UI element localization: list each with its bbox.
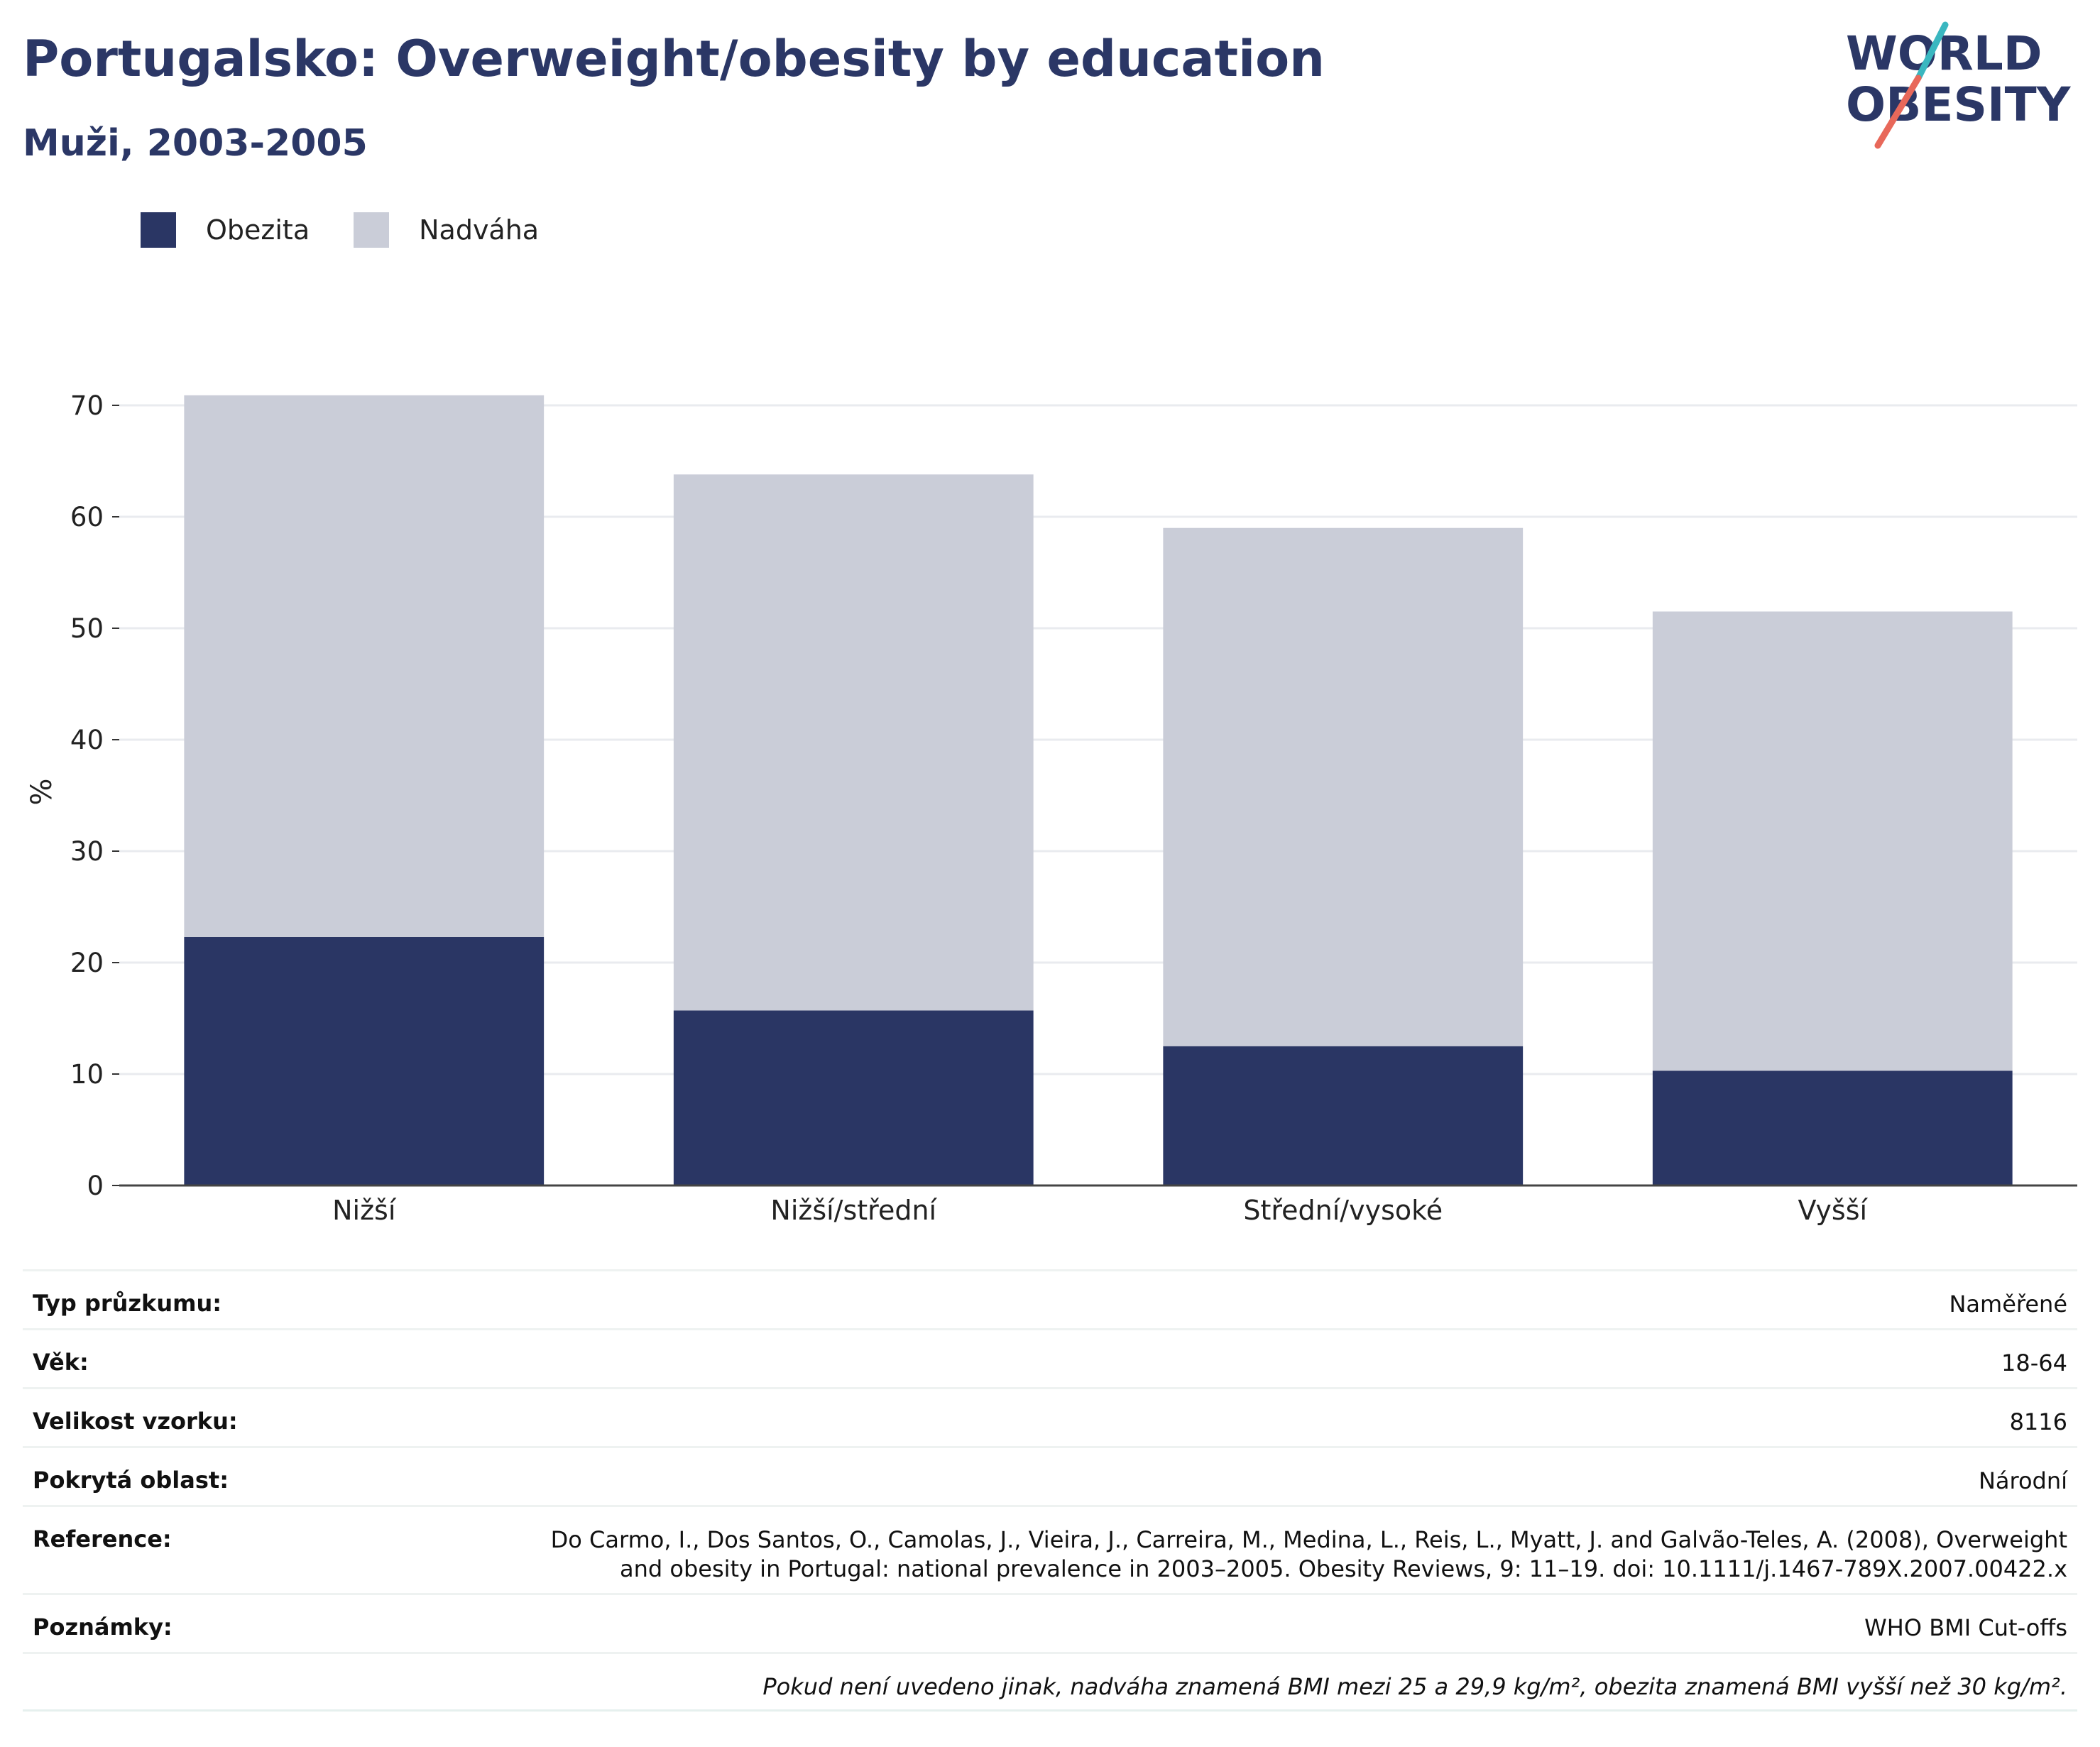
legend-item-obezita[interactable]: Obezita	[141, 212, 310, 248]
info-value-survey-type: Naměřené	[1949, 1291, 2067, 1318]
y-tick-label: 50	[70, 613, 104, 644]
bar-nadvaha-3[interactable]	[1652, 611, 2013, 1071]
info-row-age: Věk: 18-64	[23, 1328, 2077, 1387]
y-axis-ticks: 0 10 20 30 40 50 60 70	[70, 390, 119, 1201]
y-tick-label: 70	[70, 390, 104, 421]
info-value-notes: WHO BMI Cut-offs	[1864, 1614, 2067, 1641]
y-tick-label: 40	[70, 725, 104, 755]
info-row-area: Pokrytá oblast: Národní	[23, 1446, 2077, 1505]
logo-line2: OBESITY	[1846, 77, 2072, 132]
bar-nadvaha-2[interactable]	[1163, 527, 1524, 1046]
footnote: Pokud není uvedeno jinak, nadváha znamen…	[762, 1673, 2067, 1700]
reference-line-2: and obesity in Portugal: national preval…	[620, 1555, 2067, 1582]
y-tick-label: 0	[87, 1171, 104, 1201]
info-value-area: Národní	[1978, 1467, 2067, 1494]
logo-slash-coral	[1874, 75, 1922, 149]
world-obesity-logo: WORLD OBESITY	[1846, 21, 2072, 149]
info-label-reference: Reference:	[33, 1526, 172, 1552]
bars	[184, 395, 2013, 1185]
info-value-sample-size: 8116	[2009, 1408, 2067, 1435]
x-axis-ticks: Nižší Nižší/střední Střední/vysoké Vyšší	[332, 1195, 1868, 1226]
legend-swatch-nadvaha	[354, 212, 390, 248]
page-subtitle: Muži, 2003-2005	[23, 122, 368, 165]
info-label-age: Věk:	[33, 1349, 89, 1376]
info-row-survey-type: Typ průzkumu: Naměřené	[23, 1269, 2077, 1328]
legend-label-nadvaha: Nadváha	[419, 214, 540, 246]
y-tick-label: 30	[70, 836, 104, 867]
info-row-footnote: Pokud není uvedeno jinak, nadváha znamen…	[23, 1652, 2077, 1712]
logo-line1: WORLD	[1846, 26, 2042, 81]
bar-nadvaha-0[interactable]	[184, 395, 545, 937]
x-tick-label: Nižší	[332, 1195, 397, 1226]
info-row-notes: Poznámky: WHO BMI Cut-offs	[23, 1593, 2077, 1652]
y-axis-label: %	[26, 778, 58, 805]
x-tick-label: Nižší/střední	[770, 1195, 937, 1226]
y-tick-label: 10	[70, 1059, 104, 1090]
bar-obezita-2[interactable]	[1163, 1046, 1524, 1185]
x-tick-label: Střední/vysoké	[1243, 1195, 1443, 1226]
bar-obezita-3[interactable]	[1652, 1070, 2013, 1185]
info-row-sample-size: Velikost vzorku: 8116	[23, 1387, 2077, 1446]
bar-chart: 0 10 20 30 40 50 60 70 Nižší Nižší/střední Středn…	[26, 390, 2077, 1226]
y-tick-label: 20	[70, 948, 104, 978]
info-row-reference: Reference: Do Carmo, I., Dos Santos, O.,…	[23, 1505, 2077, 1593]
info-table: Typ průzkumu: Naměřené Věk: 18-64 Veliko…	[23, 1269, 2077, 1712]
info-label-area: Pokrytá oblast:	[33, 1467, 229, 1494]
info-label-notes: Poznámky:	[33, 1614, 173, 1641]
y-tick-label: 60	[70, 502, 104, 532]
info-value-age: 18-64	[2001, 1349, 2067, 1376]
info-value-reference: Do Carmo, I., Dos Santos, O., Camolas, J…	[551, 1507, 2067, 1584]
reference-line-1: Do Carmo, I., Dos Santos, O., Camolas, J…	[550, 1526, 2067, 1553]
legend-label-obezita: Obezita	[206, 214, 310, 246]
legend: Obezita Nadváha	[141, 210, 583, 250]
page-title: Portugalsko: Overweight/obesity by educa…	[23, 30, 1325, 88]
bar-obezita-0[interactable]	[184, 936, 545, 1185]
bar-obezita-1[interactable]	[673, 1010, 1034, 1185]
info-label-survey-type: Typ průzkumu:	[33, 1290, 222, 1317]
legend-item-nadvaha[interactable]: Nadváha	[354, 212, 539, 248]
info-label-sample-size: Velikost vzorku:	[33, 1408, 238, 1435]
legend-swatch-obezita	[141, 212, 176, 248]
logo-slash-teal	[1915, 21, 1949, 82]
bar-nadvaha-1[interactable]	[673, 474, 1034, 1011]
x-tick-label: Vyšší	[1798, 1195, 1868, 1226]
